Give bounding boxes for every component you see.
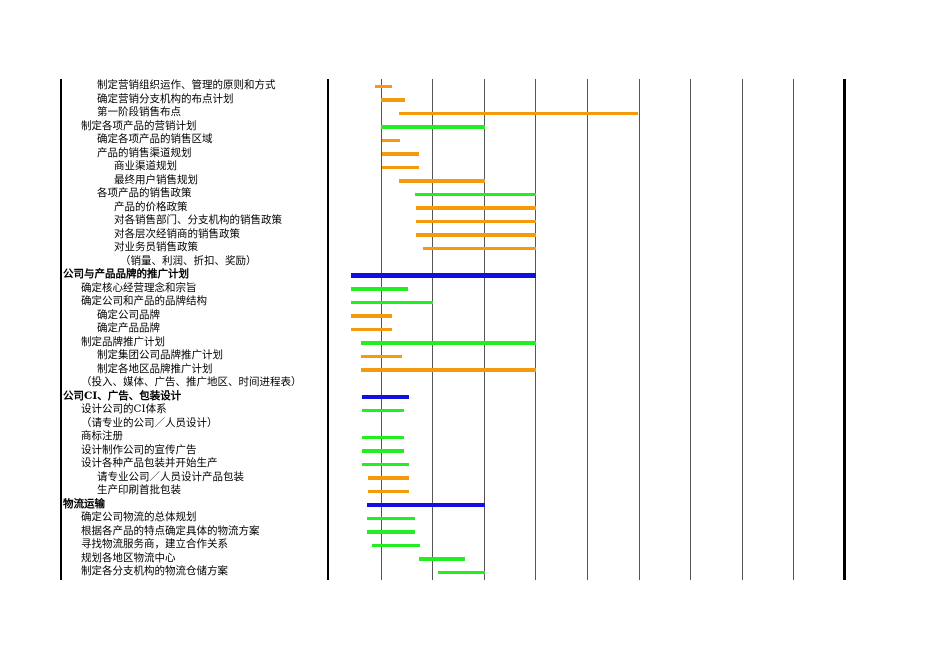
task-label: 制定集团公司品牌推广计划 <box>97 349 223 361</box>
task-bar <box>372 543 420 547</box>
task-bar <box>367 502 485 507</box>
task-label: 制定各项产品的营销计划 <box>81 119 197 132</box>
task-label: 请专业公司／人员设计产品包装 <box>97 470 244 483</box>
task-bar <box>422 246 537 250</box>
task-bar <box>362 462 410 466</box>
task-bar <box>418 557 466 561</box>
task-label: 对各层次经销商的销售政策 <box>114 227 240 240</box>
task-bar <box>381 152 419 156</box>
task-label: 确定公司物流的总体规划 <box>81 511 197 523</box>
grid-line <box>690 79 691 580</box>
task-bar <box>399 179 485 183</box>
task-bar <box>380 125 485 129</box>
task-bar <box>415 233 537 237</box>
label-column-divider <box>327 79 329 580</box>
task-bar <box>398 111 639 115</box>
task-bar <box>368 489 410 493</box>
task-bar <box>350 327 392 331</box>
task-label: 寻找物流服务商，建立合作关系 <box>81 538 228 550</box>
task-label: （投入、媒体、广告、推广地区、时间进程表） <box>81 376 302 388</box>
task-bar <box>380 98 406 102</box>
task-label: 设计各种产品包装并开始生产 <box>81 457 218 469</box>
task-label: 设计公司的CI体系 <box>81 403 167 415</box>
grid-line <box>535 79 536 580</box>
task-bar <box>360 368 537 372</box>
task-label: 公司与产品品牌的推广计划 <box>63 268 189 280</box>
right-border-line <box>843 79 846 580</box>
task-bar <box>360 354 403 358</box>
task-label: 产品的销售渠道规划 <box>97 146 192 159</box>
task-label: 确定公司品牌 <box>97 308 160 321</box>
task-label: 制定品牌推广计划 <box>81 335 165 348</box>
task-label: 第一阶段销售布点 <box>97 106 181 118</box>
task-bar <box>350 314 392 318</box>
task-label: 确定各项产品的销售区域 <box>97 133 213 145</box>
grid-line <box>587 79 588 580</box>
left-border-line <box>60 79 62 580</box>
task-label: 确定公司和产品的品牌结构 <box>81 295 207 307</box>
grid-line <box>639 79 640 580</box>
task-bar <box>360 341 537 345</box>
task-bar <box>350 287 409 291</box>
task-label: 根据各产品的特点确定具体的物流方案 <box>81 524 260 537</box>
task-bar <box>381 138 401 142</box>
task-bar <box>350 273 537 278</box>
task-label: 最终用户销售规划 <box>114 173 198 186</box>
task-label: 公司CI、广告、包装设计 <box>63 389 182 402</box>
task-bar <box>367 516 415 520</box>
task-label: （销量、利润、折扣、奖励） <box>120 254 257 267</box>
grid-line <box>484 79 485 580</box>
task-bar <box>350 300 434 304</box>
task-label: 各项产品的销售政策 <box>97 187 192 199</box>
task-label: 对各销售部门、分支机构的销售政策 <box>114 214 282 226</box>
task-bar <box>375 84 392 88</box>
task-label: 商标注册 <box>81 430 123 442</box>
task-bar <box>362 394 410 399</box>
task-label: 确定营销分支机构的布点计划 <box>97 92 234 105</box>
task-label: 制定各地区品牌推广计划 <box>97 362 213 375</box>
task-bar <box>414 192 537 196</box>
task-label: 确定核心经营理念和宗旨 <box>81 281 197 294</box>
task-label: 对业务员销售政策 <box>114 241 198 253</box>
task-label: 产品的价格政策 <box>114 200 188 213</box>
task-label: 确定产品品牌 <box>97 322 160 334</box>
grid-line <box>432 79 433 580</box>
task-bar <box>415 219 537 223</box>
task-label: 规划各地区物流中心 <box>81 551 176 564</box>
task-bar <box>415 206 537 210</box>
task-label: 设计制作公司的宣传广告 <box>81 443 197 456</box>
task-label: 生产印刷首批包装 <box>97 484 181 496</box>
task-bar <box>438 570 485 574</box>
task-label: 制定营销组织运作、管理的原则和方式 <box>97 79 276 91</box>
task-label: （请专业的公司／人员设计） <box>81 416 218 429</box>
grid-line <box>793 79 794 580</box>
task-label: 商业渠道规划 <box>114 160 177 172</box>
grid-line <box>742 79 743 580</box>
task-bar <box>362 449 405 453</box>
task-bar <box>367 530 415 534</box>
task-label: 物流运输 <box>63 497 105 510</box>
task-bar <box>362 408 405 412</box>
task-bar <box>368 476 410 480</box>
task-label: 制定各分支机构的物流仓储方案 <box>81 565 228 577</box>
task-bar <box>381 165 419 169</box>
task-bar <box>362 435 405 439</box>
